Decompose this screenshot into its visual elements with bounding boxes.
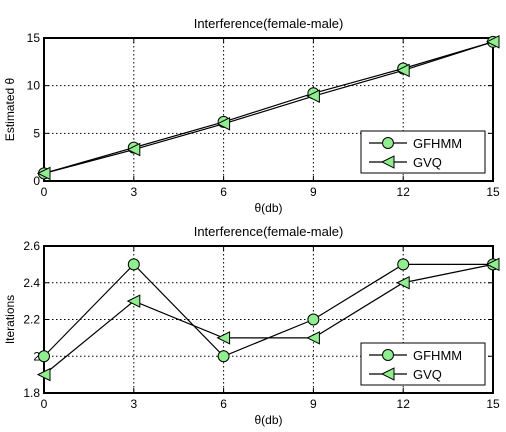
chart-title: Interference(female-male) xyxy=(194,16,344,31)
y-tick-label: 1.8 xyxy=(23,386,40,400)
data-point-gvq xyxy=(216,116,231,131)
data-point-gvq xyxy=(485,257,500,272)
y-tick-label: 2.2 xyxy=(23,313,40,327)
y-axis-label: Iterations xyxy=(3,295,17,344)
data-point-gvq xyxy=(306,89,320,103)
x-tick-label: 9 xyxy=(310,185,317,199)
y-axis-label: Estimated θ xyxy=(3,77,17,141)
x-tick-label: 3 xyxy=(130,397,137,411)
legend-label: GFHMM xyxy=(413,348,462,363)
series-line-gvq xyxy=(43,41,494,174)
x-tick-label: 0 xyxy=(41,185,48,199)
chart-title: Interference(female-male) xyxy=(194,224,344,239)
x-axis-label: θ(db) xyxy=(254,413,282,427)
data-point-gfhmm xyxy=(38,350,50,363)
legend-label: GVQ xyxy=(413,155,442,170)
x-tick-label: 3 xyxy=(130,185,137,199)
legend: GFHMM GVQ xyxy=(360,342,486,386)
data-point-gfhmm xyxy=(397,258,410,271)
data-point-gfhmm xyxy=(307,313,320,326)
series-line-gfhmm xyxy=(43,41,494,174)
x-tick-label: 9 xyxy=(310,397,317,411)
legend: GFHMM GVQ xyxy=(360,130,486,174)
x-tick-label: 15 xyxy=(486,185,500,199)
legend-label: GFHMM xyxy=(413,136,462,151)
x-tick-label: 15 xyxy=(486,397,500,411)
x-tick-label: 6 xyxy=(220,185,227,199)
data-point-gvq xyxy=(36,166,51,181)
y-tick-label: 2.4 xyxy=(23,276,40,290)
x-tick-label: 12 xyxy=(397,185,411,199)
series-gvq xyxy=(36,35,500,181)
y-tick-label: 10 xyxy=(27,79,41,93)
legend-marker-gvq xyxy=(380,367,395,381)
y-tick-label: 2.6 xyxy=(23,239,40,253)
chart-1: Interference(female-male) 0 3 6 9 12 15 0 5 10 15 θ… xyxy=(3,16,500,215)
legend-marker-gfhmm xyxy=(382,349,394,361)
data-point-gfhmm xyxy=(127,258,140,271)
data-point-gvq xyxy=(216,331,231,345)
data-point-gvq xyxy=(485,35,500,49)
chart-2: Interference(female-male) 0 3 6 9 12 15 1.8 2 2.2… xyxy=(3,224,500,427)
data-point-gvq xyxy=(126,142,141,157)
y-tick-label: 2 xyxy=(33,349,40,363)
data-point-gvq xyxy=(396,275,410,290)
series-line-gvq xyxy=(43,263,494,376)
x-tick-label: 12 xyxy=(397,397,411,411)
x-axis-label: θ(db) xyxy=(254,201,282,215)
plot-frame xyxy=(43,37,494,182)
series-gvq xyxy=(36,257,500,382)
y-tick-label: 0 xyxy=(33,174,40,188)
x-tick-label: 6 xyxy=(220,397,227,411)
data-point-gvq xyxy=(306,331,320,345)
legend-marker-gvq xyxy=(380,155,395,169)
y-tick-label: 15 xyxy=(27,31,41,45)
legend-box xyxy=(360,342,486,386)
legend-marker-gfhmm xyxy=(382,137,394,149)
legend-label: GVQ xyxy=(413,367,442,382)
x-tick-label: 0 xyxy=(41,397,48,411)
legend-box xyxy=(360,130,486,174)
y-tick-label: 5 xyxy=(33,126,40,140)
data-point-gvq xyxy=(126,294,141,308)
data-point-gfhmm xyxy=(217,350,230,363)
data-point-gvq xyxy=(396,63,410,78)
data-point-gvq xyxy=(36,367,51,382)
